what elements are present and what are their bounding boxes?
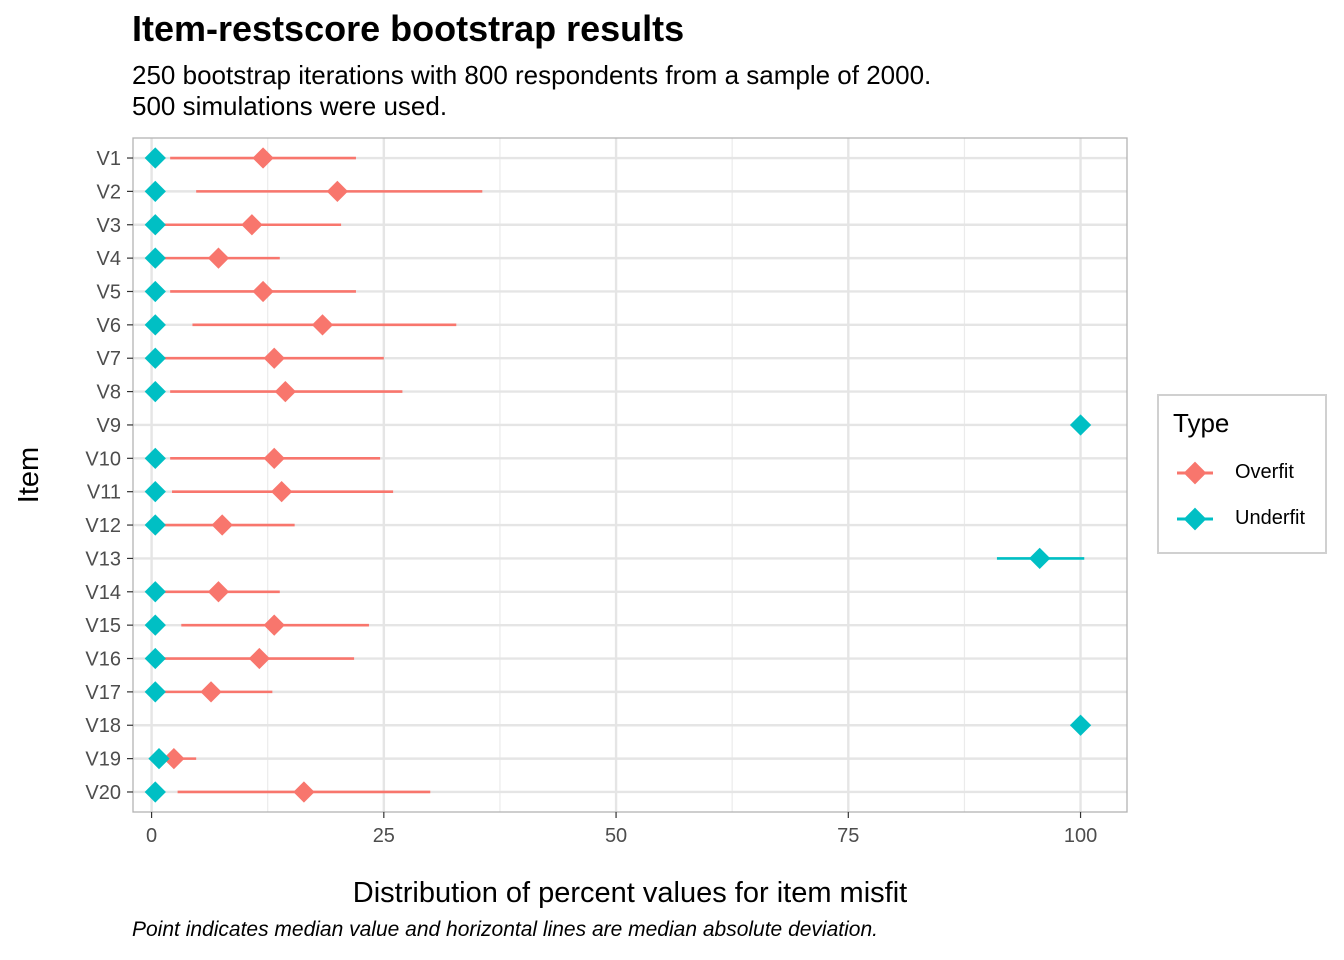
legend: Type Overfit Underfit bbox=[1157, 394, 1327, 554]
legend-title: Type bbox=[1173, 408, 1230, 438]
y-tick-label: V6 bbox=[97, 315, 121, 337]
legend-key-overfit bbox=[1177, 461, 1213, 485]
median-point-overfit bbox=[263, 347, 285, 369]
median-point-overfit bbox=[271, 481, 293, 503]
y-tick-label: V14 bbox=[85, 582, 121, 604]
median-point-overfit bbox=[211, 514, 233, 536]
y-tick-label: V18 bbox=[85, 715, 121, 737]
median-point-overfit bbox=[263, 447, 285, 469]
median-point-underfit bbox=[144, 180, 166, 203]
x-axis-title: Distribution of percent values for item … bbox=[353, 877, 907, 909]
median-point-underfit bbox=[144, 380, 166, 403]
grid bbox=[133, 138, 1127, 812]
median-point-overfit bbox=[241, 214, 263, 236]
y-axis-title: Item bbox=[13, 447, 45, 503]
median-point-underfit bbox=[144, 147, 166, 169]
y-tick-label: V13 bbox=[85, 548, 121, 570]
median-point-underfit bbox=[1069, 414, 1092, 436]
chart-subtitle: 250 bootstrap iterations with 800 respon… bbox=[132, 60, 931, 122]
median-point-underfit bbox=[144, 514, 166, 536]
axis-ticks: 0 25 50 75 100 V1 V2 V3 V4 V5 V6 V7 V8 V9 V10 V11 V12 V13… bbox=[85, 148, 1097, 847]
median-point-underfit bbox=[144, 347, 166, 369]
median-point-overfit bbox=[200, 681, 222, 703]
chart-caption: Point indicates median value and horizon… bbox=[132, 918, 878, 941]
median-point-underfit bbox=[1069, 714, 1092, 736]
y-tick-label: V11 bbox=[87, 482, 121, 504]
y-tick-label: V4 bbox=[97, 248, 121, 270]
data-marks bbox=[144, 147, 1092, 803]
median-point-overfit bbox=[293, 781, 315, 803]
y-tick-label: V17 bbox=[85, 682, 121, 704]
median-point-underfit bbox=[144, 581, 166, 603]
y-tick-label: V2 bbox=[97, 181, 121, 203]
chart-title: Item-restscore bootstrap results bbox=[132, 8, 685, 49]
y-tick-label: V3 bbox=[97, 215, 121, 237]
y-tick-label: V5 bbox=[97, 281, 121, 303]
median-point-overfit bbox=[207, 247, 230, 269]
subtitle-line: 250 bootstrap iterations with 800 respon… bbox=[132, 60, 932, 90]
y-tick-label: V16 bbox=[85, 649, 121, 671]
plot-panel-border bbox=[132, 137, 1128, 813]
y-tick-label: V9 bbox=[97, 415, 121, 437]
median-point-underfit bbox=[144, 280, 166, 303]
median-point-overfit bbox=[252, 280, 274, 303]
median-point-underfit bbox=[144, 247, 166, 269]
median-point-overfit bbox=[311, 314, 334, 336]
x-tick-label: 100 bbox=[1064, 825, 1097, 847]
median-point-overfit bbox=[274, 380, 296, 403]
median-point-underfit bbox=[144, 481, 166, 503]
legend-label-underfit: Underfit bbox=[1235, 507, 1306, 529]
y-tick-label: V8 bbox=[97, 382, 121, 404]
y-tick-label: V10 bbox=[85, 448, 121, 470]
median-point-underfit bbox=[144, 314, 166, 336]
median-point-underfit bbox=[144, 681, 166, 703]
median-point-underfit bbox=[144, 614, 166, 636]
median-point-overfit bbox=[207, 581, 230, 603]
median-point-overfit bbox=[263, 614, 285, 636]
y-tick-label: V19 bbox=[85, 749, 121, 771]
median-point-overfit bbox=[248, 647, 270, 670]
median-point-underfit bbox=[148, 747, 170, 770]
x-tick-label: 0 bbox=[146, 825, 157, 847]
median-point-underfit bbox=[144, 447, 166, 469]
y-tick-label: V1 bbox=[97, 148, 121, 170]
median-point-underfit bbox=[144, 214, 166, 236]
median-point-underfit bbox=[1029, 547, 1051, 570]
y-tick-label: V7 bbox=[97, 348, 121, 370]
x-tick-label: 25 bbox=[373, 825, 395, 847]
y-tick-label: V20 bbox=[85, 782, 121, 804]
y-tick-label: V12 bbox=[85, 515, 121, 537]
median-point-underfit bbox=[144, 647, 166, 670]
x-tick-label: 50 bbox=[605, 825, 627, 847]
y-tick-label: V15 bbox=[85, 615, 121, 637]
subtitle-line: 500 simulations were used. bbox=[132, 91, 448, 121]
median-point-overfit bbox=[252, 147, 274, 169]
legend-key-underfit bbox=[1177, 507, 1213, 531]
median-point-overfit bbox=[163, 747, 185, 770]
median-point-underfit bbox=[144, 781, 166, 803]
median-point-overfit bbox=[326, 180, 348, 203]
x-tick-label: 75 bbox=[837, 825, 859, 847]
legend-label-overfit: Overfit bbox=[1235, 461, 1294, 483]
